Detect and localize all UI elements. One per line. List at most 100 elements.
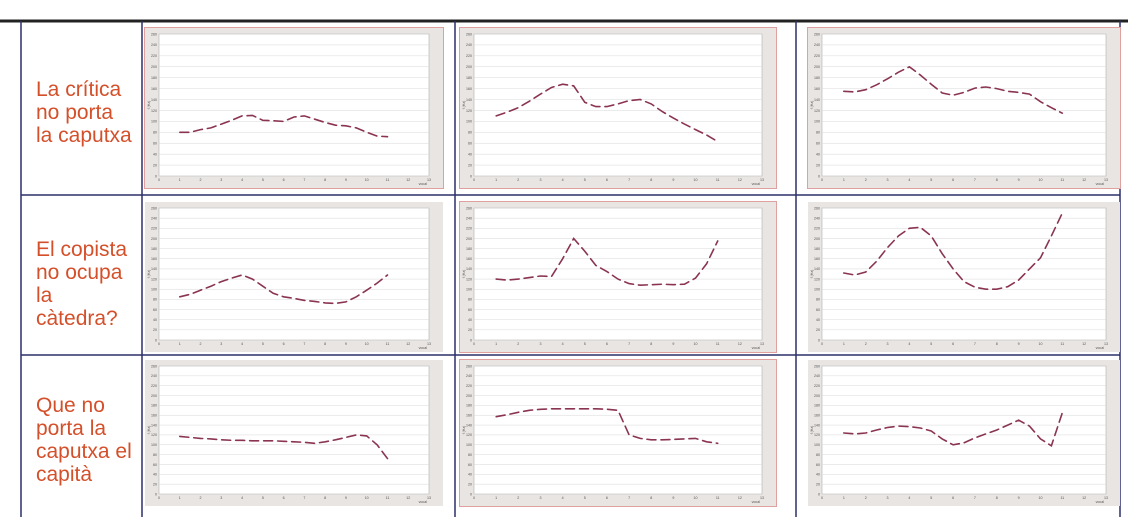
data-point xyxy=(844,433,845,434)
y-tick-label: 160 xyxy=(466,87,472,91)
x-tick-label: 8 xyxy=(324,496,326,500)
x-tick-label: 5 xyxy=(584,342,586,346)
y-tick-label: 40 xyxy=(468,152,472,156)
x-tick-label: 13 xyxy=(427,342,431,346)
y-tick-label: 140 xyxy=(466,98,472,102)
data-point xyxy=(200,438,201,439)
y-tick-label: 180 xyxy=(466,404,472,408)
x-tick-label: 6 xyxy=(606,496,608,500)
y-tick-label: 20 xyxy=(816,163,820,167)
x-tick-label: 13 xyxy=(760,178,764,182)
data-point xyxy=(1062,213,1063,214)
y-axis-label: f (Hz) xyxy=(147,426,151,435)
y-tick-label: 220 xyxy=(466,54,472,58)
data-point xyxy=(551,276,552,277)
data-point xyxy=(607,409,608,410)
plot-area xyxy=(821,365,1107,495)
series-line xyxy=(179,114,389,138)
data-point xyxy=(573,409,574,410)
data-point xyxy=(283,297,284,298)
y-tick-label: 180 xyxy=(151,404,157,408)
x-tick-label: 3 xyxy=(887,178,889,182)
data-point xyxy=(377,136,378,137)
data-point xyxy=(931,431,932,432)
y-tick-label: 260 xyxy=(814,206,820,210)
x-tick-label: 9 xyxy=(1018,342,1020,346)
x-tick-label: 0 xyxy=(473,342,475,346)
x-tick-label: 9 xyxy=(672,342,674,346)
data-point xyxy=(242,116,243,117)
data-point xyxy=(865,89,866,90)
x-tick-label: 7 xyxy=(974,342,976,346)
data-point xyxy=(706,135,707,136)
data-point xyxy=(618,410,619,411)
x-tick-label: 12 xyxy=(738,178,742,182)
data-point xyxy=(607,106,608,107)
x-tick-label: 2 xyxy=(200,178,202,182)
data-point xyxy=(584,102,585,103)
y-tick-label: 140 xyxy=(151,423,157,427)
row-label-3: Que no porta la caputxa el capità xyxy=(36,394,132,486)
y-tick-label: 60 xyxy=(153,308,157,312)
x-tick-label: 4 xyxy=(562,342,564,346)
data-point xyxy=(356,297,357,298)
y-tick-label: 240 xyxy=(466,216,472,220)
data-point xyxy=(876,261,877,262)
y-tick-label: 0 xyxy=(818,492,820,496)
x-tick-label: 2 xyxy=(865,342,867,346)
data-point xyxy=(263,441,264,442)
data-point xyxy=(507,280,508,281)
y-tick-label: 0 xyxy=(470,174,472,178)
x-tick-label: 2 xyxy=(200,496,202,500)
y-tick-label: 240 xyxy=(814,374,820,378)
data-point xyxy=(366,132,367,133)
data-point xyxy=(1018,280,1019,281)
data-point xyxy=(662,440,663,441)
data-point xyxy=(975,287,976,288)
data-point xyxy=(695,278,696,279)
data-point xyxy=(706,264,707,265)
x-tick-label: 2 xyxy=(865,178,867,182)
data-point xyxy=(1007,425,1008,426)
y-tick-label: 220 xyxy=(466,227,472,231)
y-tick-label: 80 xyxy=(468,131,472,135)
x-tick-label: 13 xyxy=(427,496,431,500)
data-point xyxy=(540,94,541,95)
data-point xyxy=(518,107,519,108)
x-tick-label: 12 xyxy=(406,178,410,182)
x-tick-label: 8 xyxy=(324,342,326,346)
y-tick-label: 200 xyxy=(151,65,157,69)
data-point xyxy=(346,302,347,303)
y-tick-label: 40 xyxy=(816,152,820,156)
data-point xyxy=(304,442,305,443)
data-point xyxy=(211,439,212,440)
y-tick-label: 220 xyxy=(814,54,820,58)
y-tick-label: 200 xyxy=(814,237,820,241)
data-point xyxy=(507,414,508,415)
y-tick-label: 200 xyxy=(814,65,820,69)
x-tick-label: 8 xyxy=(996,496,998,500)
y-axis-label: f (Hz) xyxy=(462,426,466,435)
x-tick-label: 10 xyxy=(694,496,698,500)
plot-area xyxy=(158,207,430,341)
x-tick-label: 6 xyxy=(283,178,285,182)
y-tick-label: 240 xyxy=(151,216,157,220)
y-tick-label: 180 xyxy=(814,247,820,251)
y-tick-label: 100 xyxy=(466,443,472,447)
data-point xyxy=(1029,426,1030,427)
x-tick-label: 5 xyxy=(262,178,264,182)
data-point xyxy=(231,278,232,279)
y-tick-label: 80 xyxy=(468,453,472,457)
data-point xyxy=(651,284,652,285)
y-tick-label: 40 xyxy=(153,473,157,477)
y-tick-label: 20 xyxy=(153,163,157,167)
data-point xyxy=(854,92,855,93)
data-point xyxy=(179,297,180,298)
data-point xyxy=(986,289,987,290)
x-tick-label: 1 xyxy=(495,178,497,182)
x-tick-label: 10 xyxy=(1038,342,1042,346)
data-point xyxy=(518,279,519,280)
